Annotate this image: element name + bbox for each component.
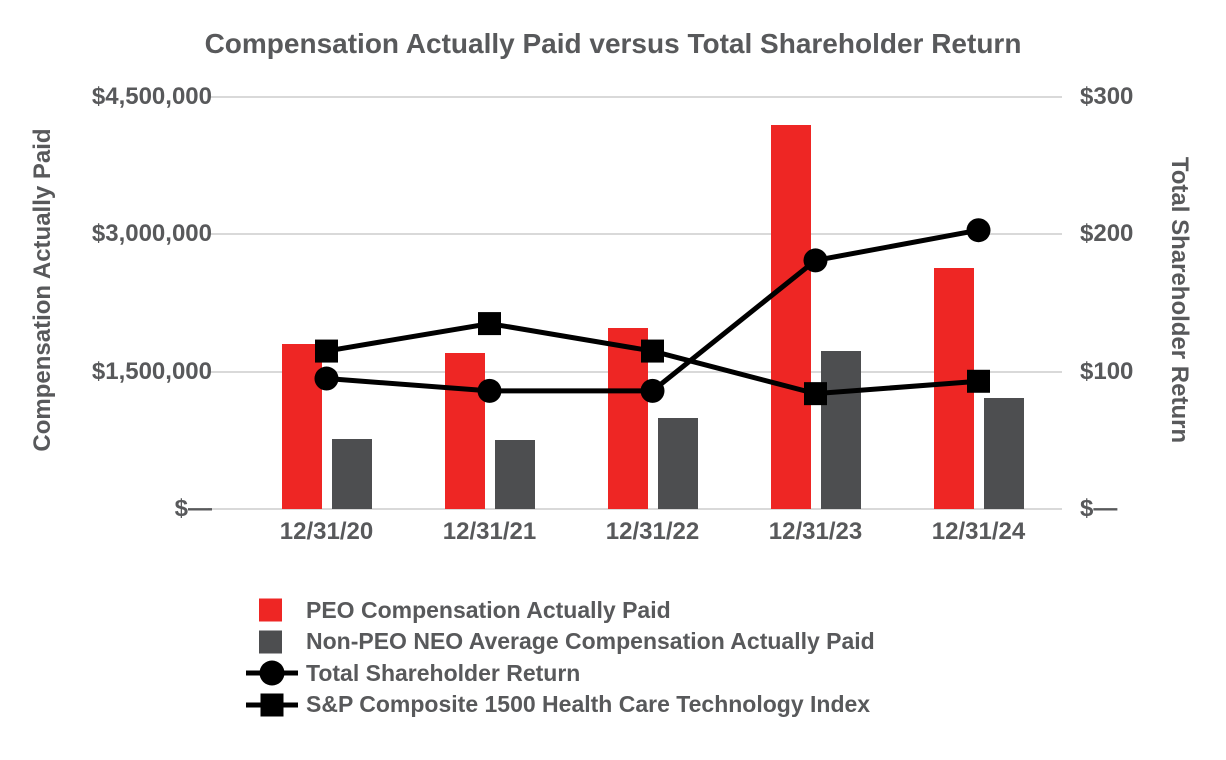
line-index [326,321,979,397]
legend-item: PEO Compensation Actually Paid [246,594,671,626]
bar-neo-cap [331,439,372,509]
legend-circle-marker-icon [246,660,298,686]
marker-circle [966,218,991,243]
legend-label: Total Shareholder Return [306,659,581,686]
left-axis-tick: $1,500,000 [91,357,212,385]
legend-swatch-icon [259,630,282,653]
bar-peo-cap [607,327,648,509]
legend-label: PEO Compensation Actually Paid [306,596,671,623]
legend-square-marker-icon [246,693,298,716]
bar-neo-cap [820,350,861,509]
x-axis-label: 12/31/23 [768,518,863,545]
gridline [208,233,1062,236]
x-axis-label: 12/31/24 [931,518,1026,545]
bar-neo-cap [494,440,535,509]
left-axis-tick: $3,000,000 [91,220,212,248]
marker-square [478,312,501,336]
legend-label: Non-PEO NEO Average Compensation Actuall… [306,628,875,654]
legend-item: Non-PEO NEO Average Compensation Actuall… [246,626,875,658]
bar-peo-cap [933,268,974,509]
chart-title: Compensation Actually Paid versus Total … [204,28,1022,59]
gridline [208,96,1062,98]
line-tsr [326,227,979,394]
left-axis-tick: $4,500,000 [91,83,212,110]
left-axis-title: Compensation Actually Paid [29,128,56,452]
bar-peo-cap [444,353,485,509]
right-axis-tick: $100 [1080,357,1134,385]
x-axis-label: 12/31/20 [279,518,374,545]
x-axis-label: 12/31/22 [605,518,700,545]
legend-item: S&P Composite 1500 Health Care Technolog… [246,689,870,721]
legend-item: Total Shareholder Return [246,657,580,689]
gridline [208,508,1062,510]
x-axis-label: 12/31/21 [442,518,537,545]
legend-swatch-icon [259,598,282,622]
bar-peo-cap [770,125,811,509]
right-axis-title: Total Shareholder Return [1166,156,1193,444]
legend-label: S&P Composite 1500 Health Care Technolog… [306,691,871,717]
bar-neo-cap [983,398,1024,509]
bar-neo-cap [657,418,698,509]
right-axis-tick: $300 [1080,83,1134,110]
left-axis-tick: $— [174,495,212,522]
right-axis-tick: $200 [1080,220,1134,248]
bar-peo-cap [281,344,322,509]
right-axis-tick: $— [1080,495,1118,522]
